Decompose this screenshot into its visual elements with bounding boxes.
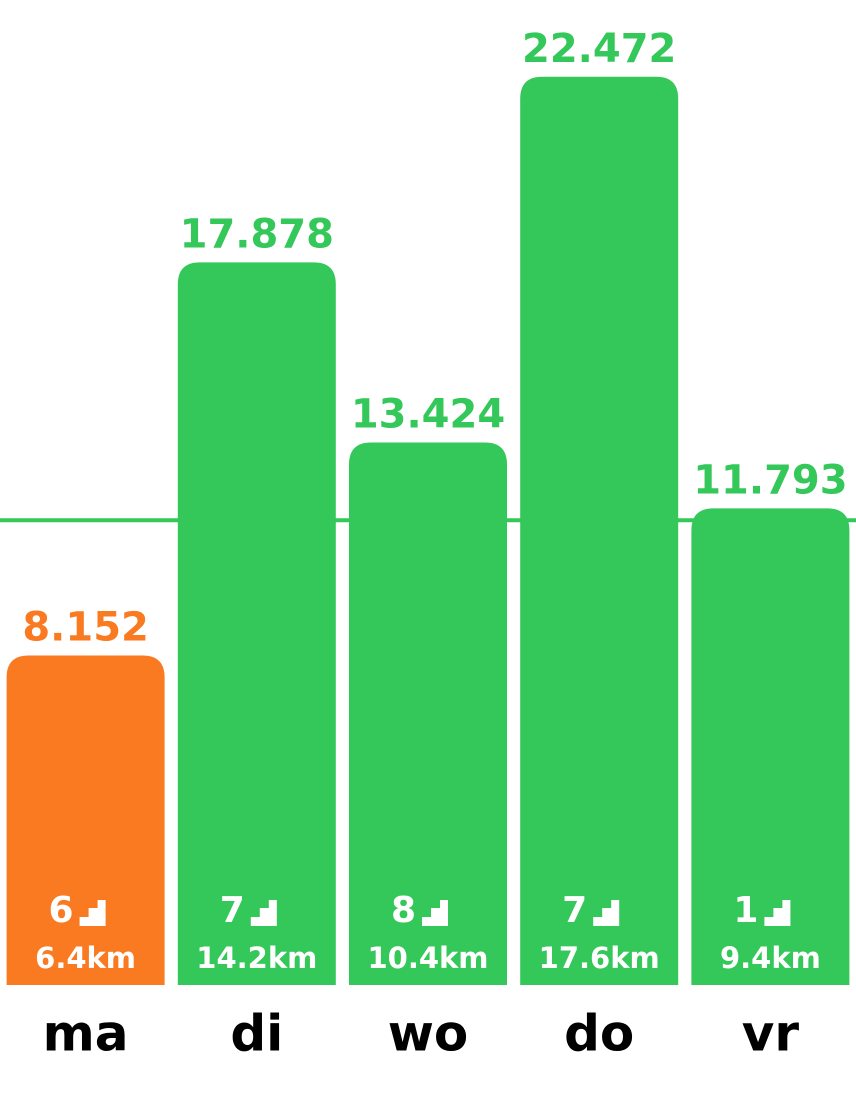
floors-label: 7 [562, 890, 587, 931]
x-tick-label: vr [742, 1005, 800, 1063]
value-label: 17.878 [180, 211, 334, 257]
value-label: 11.793 [693, 457, 847, 503]
bar [6, 655, 165, 985]
x-tick-label: do [564, 1005, 634, 1063]
x-tick-label: ma [43, 1005, 129, 1063]
stairs-icon [422, 900, 448, 926]
bar [691, 508, 850, 985]
value-label: 13.424 [351, 391, 505, 437]
bar [177, 262, 336, 985]
value-label: 8.152 [22, 605, 149, 651]
floors-label: 7 [220, 890, 245, 931]
x-tick-label: wo [388, 1005, 469, 1063]
stairs-icon [593, 900, 620, 926]
floors-label: 8 [391, 890, 416, 931]
floors-label: 1 [733, 890, 758, 931]
x-tick-label: di [230, 1005, 283, 1063]
stairs-icon [764, 900, 791, 926]
distance-label: 10.4km [367, 941, 488, 975]
distance-label: 6.4km [35, 941, 136, 975]
stairs-icon [250, 900, 277, 926]
value-label: 22.472 [522, 26, 676, 72]
distance-label: 14.2km [196, 941, 317, 975]
floors-label: 6 [49, 890, 74, 931]
stairs-icon [79, 900, 106, 926]
bar [520, 76, 679, 986]
distance-label: 17.6km [539, 941, 660, 975]
bar [349, 442, 507, 985]
distance-label: 9.4km [720, 941, 821, 975]
